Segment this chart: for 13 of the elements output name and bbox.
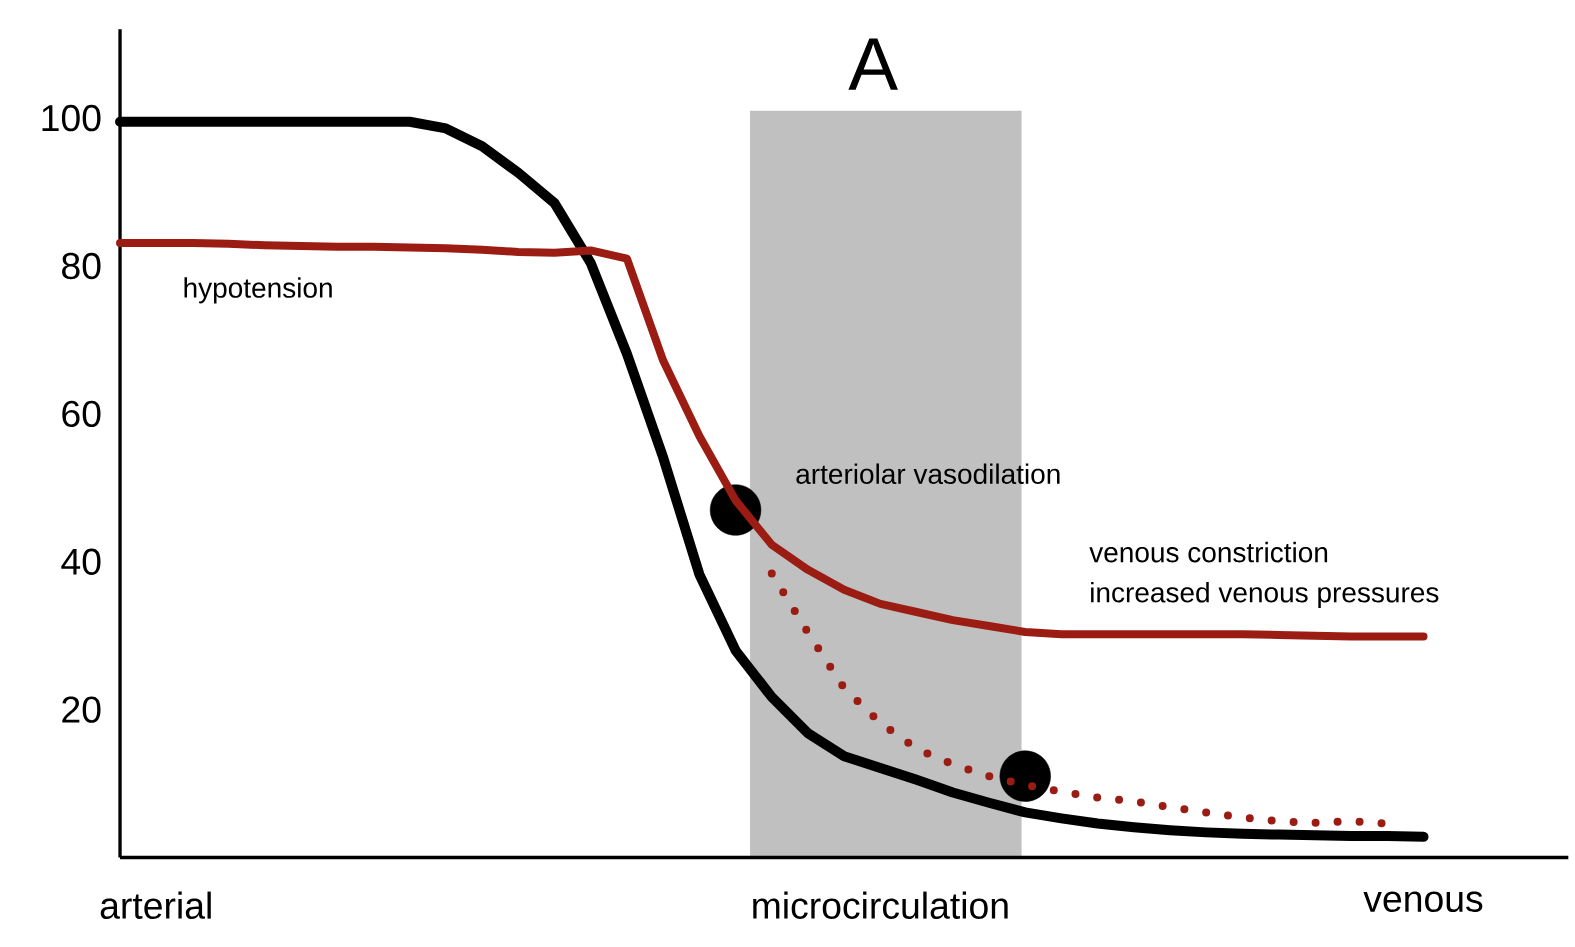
annotation: arteriolar vasodilation [796,463,1060,485]
x-tick-label: arterial [100,891,211,920]
chart-title: A [848,38,898,90]
x-tick-label: microcirculation [753,891,1008,920]
y-tick-label: 80 [62,252,101,280]
annotation: increased venous pressures [1091,582,1439,609]
y-tick-label: 100 [42,104,101,132]
y-tick-label: 40 [61,548,101,575]
x-tick-label: venous [1363,891,1483,913]
annotation: venous constriction [1089,541,1328,563]
y-tick-label: 60 [62,400,101,428]
annotation: hypotension [184,277,332,304]
y-tick-label: 20 [62,696,101,723]
